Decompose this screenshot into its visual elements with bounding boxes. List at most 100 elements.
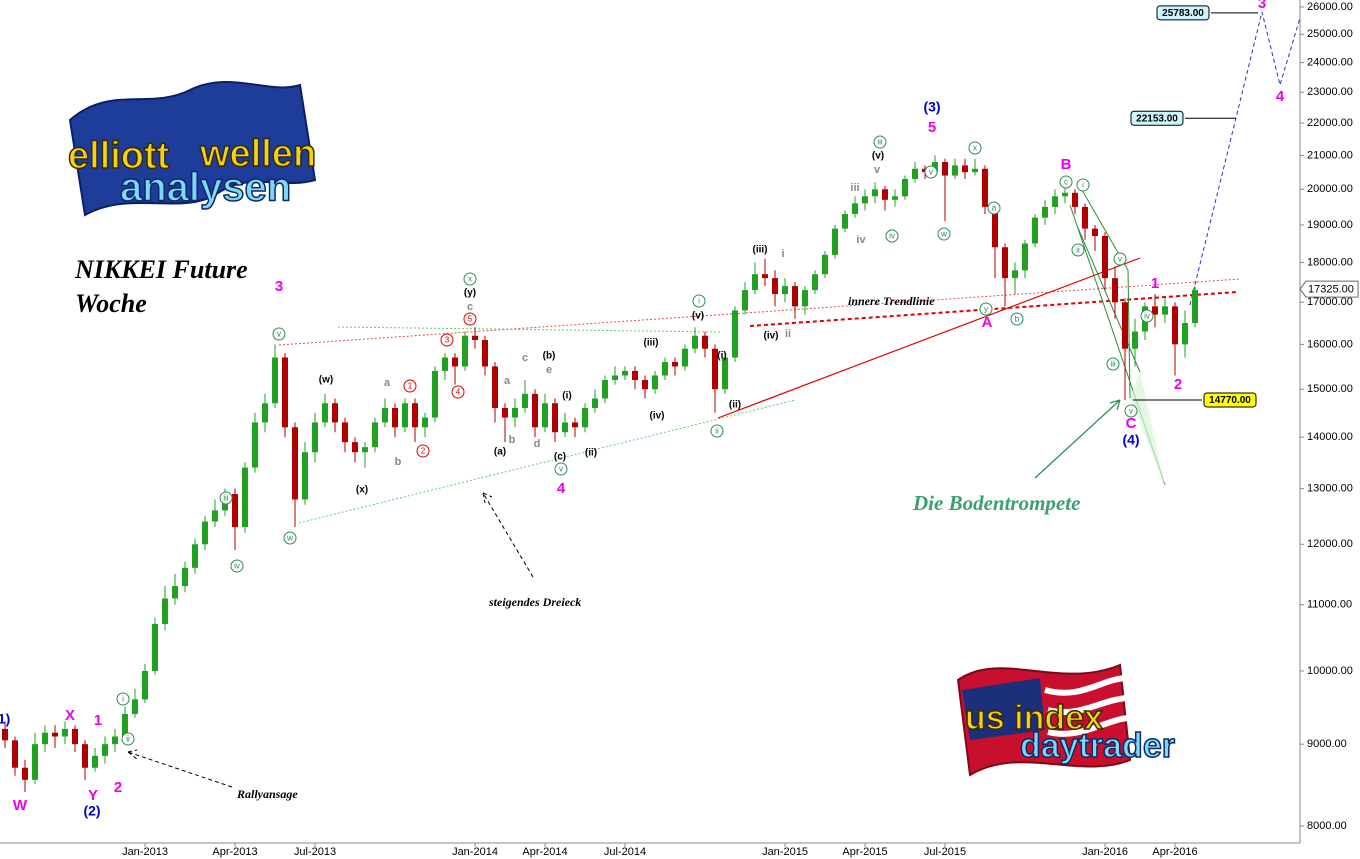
wave-label: iv — [234, 562, 240, 571]
price-level-box — [1130, 110, 1184, 126]
candle-body — [22, 767, 28, 780]
candle-body — [612, 375, 618, 381]
wave-label: (x) — [356, 485, 368, 496]
candle-body — [452, 357, 458, 367]
candle-body — [852, 203, 858, 215]
wave-circle — [116, 692, 130, 706]
candle-body — [872, 189, 878, 197]
candle-body — [1172, 306, 1178, 345]
wave-label: b — [395, 456, 402, 468]
wave-label: 1) — [0, 711, 10, 727]
candle-body — [392, 407, 398, 428]
wave-label: c — [1064, 178, 1068, 187]
candle-body — [312, 422, 318, 453]
last-price-box — [1299, 280, 1359, 298]
candle-body — [1052, 196, 1058, 207]
candle-body — [592, 398, 598, 408]
wave-label: (4) — [1122, 432, 1139, 448]
candle-body — [782, 286, 788, 295]
logo-text: wellen — [199, 133, 316, 175]
x-tick-label: Apr-2016 — [1152, 846, 1197, 858]
trendline — [749, 291, 1238, 327]
y-tick-label: 10000.00 — [1307, 665, 1353, 677]
candle-body — [242, 467, 248, 528]
wave-label: (a) — [494, 447, 506, 458]
candle-body — [752, 274, 758, 291]
x-tick-label: Jan-2015 — [762, 846, 808, 858]
y-tick-label: 12000.00 — [1307, 538, 1353, 550]
candle-body — [252, 422, 258, 468]
candle-body — [1072, 192, 1078, 207]
wave-circle — [1124, 404, 1138, 418]
logo-text: daytrader — [1020, 727, 1175, 765]
wave-circle — [121, 732, 135, 746]
last-price-label: 17325.00 — [1308, 283, 1354, 295]
candle-body — [422, 417, 428, 428]
annotation: innere Trendlinie — [848, 294, 935, 308]
candle-body — [962, 165, 968, 173]
wave-label: 5 — [468, 315, 473, 324]
wave-label: v — [1118, 255, 1122, 264]
wave-label: 1 — [1151, 275, 1159, 292]
wave-circle — [979, 302, 993, 316]
candle-body — [982, 168, 988, 207]
candle-body — [1112, 278, 1118, 303]
wave-circle — [283, 531, 297, 545]
wave-label: (ii) — [585, 448, 597, 459]
logo-text: us index — [965, 699, 1103, 737]
trendline — [298, 399, 796, 524]
candle-body — [862, 196, 868, 204]
candle-body — [942, 162, 948, 176]
wave-label: (iv) — [650, 411, 665, 422]
candle-body — [892, 196, 898, 200]
candle-body — [1012, 270, 1018, 279]
y-tick-label: 9000.00 — [1307, 738, 1347, 750]
wave-label: X — [65, 707, 75, 724]
candle-body — [262, 403, 268, 423]
wave-label: c — [522, 352, 528, 364]
y-tick-label: 15000.00 — [1307, 383, 1353, 395]
wave-circle — [463, 272, 477, 286]
y-tick-label: 8000.00 — [1307, 820, 1347, 832]
candle-body — [132, 699, 138, 714]
y-tick-label: 26000.00 — [1307, 1, 1353, 13]
candle-body — [702, 335, 708, 349]
candle-body — [1022, 243, 1028, 271]
y-tick-label: 22000.00 — [1307, 117, 1353, 129]
y-tick-label: 19000.00 — [1307, 219, 1353, 231]
wave-circle — [1140, 309, 1154, 323]
wave-label: (b) — [543, 351, 556, 362]
chart-title: NIKKEI Future — [74, 255, 248, 284]
x-tick-label: Jul-2014 — [604, 846, 646, 858]
candle-body — [802, 290, 808, 307]
candle-body — [482, 340, 488, 367]
wave-label: (w) — [319, 375, 333, 386]
wave-label: x — [468, 275, 472, 284]
candle-body — [72, 728, 78, 745]
y-tick-label: 18000.00 — [1307, 256, 1353, 268]
wave-label: 2 — [1174, 376, 1182, 393]
candle-body — [562, 422, 568, 433]
wave-label: 4 — [557, 480, 566, 497]
wave-label: A — [982, 314, 993, 331]
candle-body — [822, 254, 828, 275]
candle-body — [302, 452, 308, 500]
candle-body — [182, 567, 188, 587]
wave-circle — [451, 385, 465, 399]
candle-body — [832, 228, 838, 255]
candle-body — [332, 403, 338, 423]
candle-body — [1062, 192, 1068, 197]
candle-body — [642, 380, 648, 390]
candle-body — [722, 357, 728, 390]
candle-body — [12, 740, 18, 768]
candle-body — [602, 380, 608, 399]
wave-label: d — [534, 438, 541, 450]
wave-labels: 3 5 4 1 2 X Y W B A C 1 2 3 4 (3) (4) (2) 1) (y) (w) (x) (b) (a… — [0, 0, 1285, 819]
candle-body — [342, 422, 348, 443]
x-tick-label: Jan-2014 — [452, 846, 498, 858]
candle-body — [432, 370, 438, 418]
wave-label: 4 — [1276, 88, 1285, 105]
wave-label: (i) — [717, 351, 726, 362]
candle-body — [492, 366, 498, 408]
wave-label: 3 — [445, 336, 450, 345]
